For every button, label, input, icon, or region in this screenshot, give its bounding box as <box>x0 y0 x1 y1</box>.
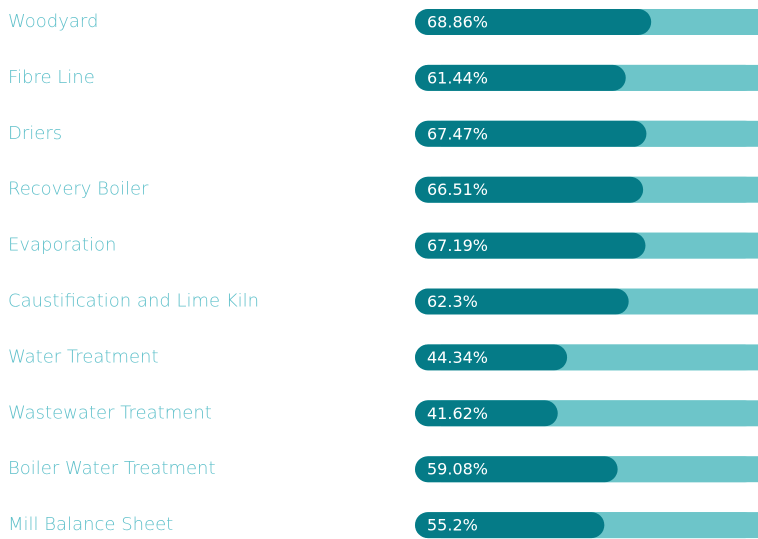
bar <box>415 344 568 371</box>
value-label: 68.86% <box>427 13 488 32</box>
value-label: 59.08% <box>427 460 488 479</box>
row-label: Woodyard <box>8 11 98 32</box>
row-label: Water Treatment <box>8 346 159 367</box>
bar <box>415 64 626 91</box>
row-label: Recovery Boiler <box>8 179 149 200</box>
row-label: Boiler Water Treatment <box>8 458 216 479</box>
row-label: Wastewater Treatment <box>8 402 212 423</box>
value-label: 44.34% <box>427 348 488 367</box>
bar <box>415 400 558 427</box>
bar <box>415 232 646 259</box>
value-label: 67.19% <box>427 236 488 255</box>
row-label: Caustification and Lime Kiln <box>8 291 259 312</box>
row-label: Mill Balance Sheet <box>8 514 173 535</box>
value-label: 62.3% <box>427 292 478 311</box>
row-label: Evaporation <box>8 235 116 256</box>
value-label: 67.47% <box>427 124 488 143</box>
value-label: 61.44% <box>427 68 488 87</box>
bar <box>415 9 652 35</box>
bar <box>415 512 605 539</box>
bar <box>415 176 644 203</box>
bar <box>415 120 647 147</box>
value-label: 66.51% <box>427 180 488 199</box>
row-label: Fibre Line <box>8 67 95 88</box>
bar <box>415 288 629 315</box>
value-label: 55.2% <box>427 516 478 535</box>
row-label: Driers <box>8 123 62 144</box>
bar <box>415 456 618 483</box>
value-label: 41.62% <box>427 404 488 423</box>
